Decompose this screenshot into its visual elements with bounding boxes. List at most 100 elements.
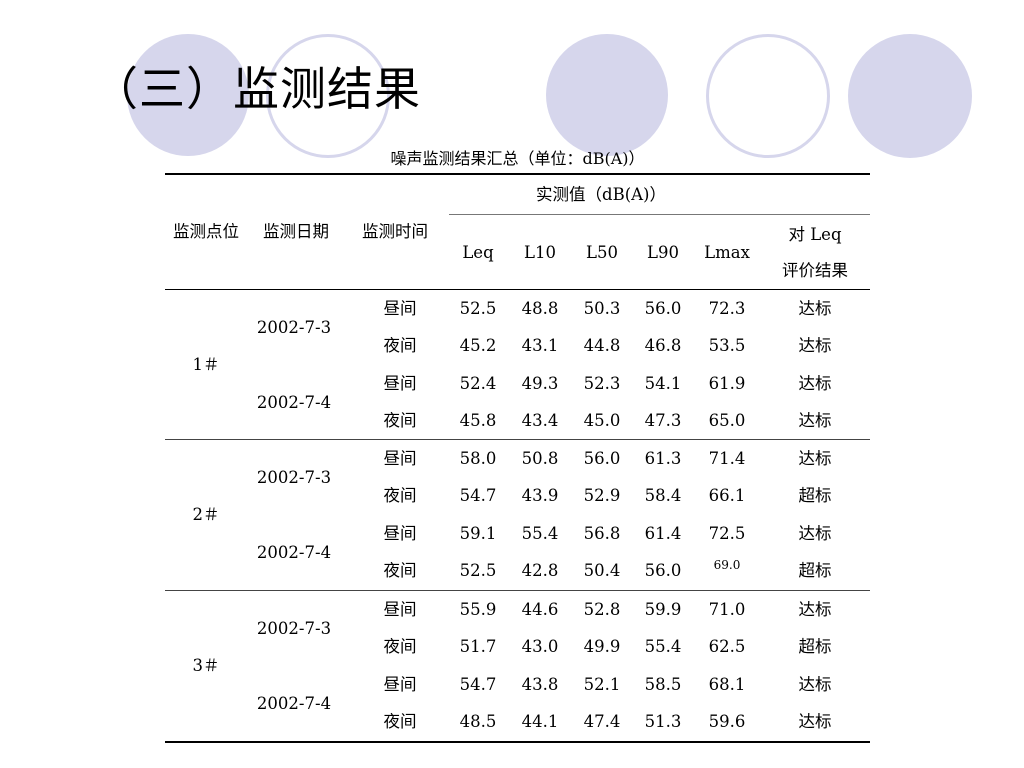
cell-time: 昼间 — [383, 599, 417, 619]
cell-l10: 43.4 — [521, 411, 559, 430]
cell-l10: 44.6 — [521, 599, 559, 619]
cell-time: 夜间 — [383, 637, 417, 656]
cell-lmax: 59.6 — [708, 712, 746, 731]
cell-result: 超标 — [798, 486, 832, 505]
cell-l90: 47.3 — [644, 411, 682, 430]
cell-l10: 50.8 — [521, 448, 559, 468]
cell-lmax: 72.3 — [708, 298, 746, 318]
header-measured-group: 实测值（dB(A)） — [536, 184, 666, 204]
cell-l50: 44.8 — [583, 336, 621, 355]
cell-time: 昼间 — [383, 674, 417, 694]
decorative-circle-filled — [127, 34, 249, 156]
date-label: 2002-7-4 — [256, 392, 332, 412]
cell-lmax: 71.4 — [708, 448, 746, 468]
cell-result: 达标 — [798, 523, 832, 543]
cell-l50: 56.8 — [583, 523, 621, 543]
cell-leq: 45.2 — [459, 336, 497, 355]
cell-leq: 55.9 — [459, 599, 497, 619]
header-leq: Leq — [462, 242, 494, 262]
cell-result: 达标 — [798, 448, 832, 468]
date-label: 2002-7-3 — [256, 618, 332, 638]
cell-time: 昼间 — [383, 523, 417, 543]
group-divider — [165, 590, 870, 591]
slide-title: （三）监测结果 — [92, 62, 421, 116]
cell-l10: 43.1 — [521, 336, 559, 355]
header-sub-rule — [449, 214, 870, 215]
cell-leq: 51.7 — [459, 637, 497, 656]
cell-l10: 55.4 — [521, 523, 559, 543]
cell-l10: 49.3 — [521, 373, 559, 393]
cell-leq: 45.8 — [459, 411, 497, 430]
cell-l50: 52.8 — [583, 599, 621, 619]
header-l90: L90 — [647, 242, 679, 262]
location-label: 2＃ — [192, 504, 220, 524]
cell-leq: 59.1 — [459, 523, 497, 543]
cell-l90: 56.0 — [644, 298, 682, 318]
cell-l90: 58.4 — [644, 486, 682, 505]
cell-lmax: 66.1 — [708, 486, 746, 505]
date-label: 2002-7-4 — [256, 542, 332, 562]
cell-result: 达标 — [798, 411, 832, 430]
cell-l10: 48.8 — [521, 298, 559, 318]
location-label: 1＃ — [192, 354, 220, 374]
cell-time: 夜间 — [383, 486, 417, 505]
cell-lmax: 53.5 — [708, 336, 746, 355]
decorative-circle-filled — [546, 34, 668, 156]
table-caption: 噪声监测结果汇总（单位：dB(A)） — [390, 149, 645, 168]
cell-l90: 55.4 — [644, 637, 682, 656]
cell-leq: 48.5 — [459, 712, 497, 731]
cell-time: 夜间 — [383, 561, 417, 580]
header-l10: L10 — [524, 242, 556, 262]
cell-l50: 49.9 — [583, 637, 621, 656]
table-bottom-rule — [165, 741, 870, 743]
table-top-rule — [165, 173, 870, 175]
cell-l10: 43.8 — [521, 674, 559, 694]
cell-l50: 52.1 — [583, 674, 621, 694]
cell-lmax: 61.9 — [708, 373, 746, 393]
decorative-circle-outline — [706, 34, 830, 158]
cell-l50: 52.3 — [583, 373, 621, 393]
header-eval-line2: 评价结果 — [782, 260, 848, 280]
cell-lmax: 71.0 — [708, 599, 746, 619]
cell-l50: 50.4 — [583, 561, 621, 580]
cell-result: 超标 — [798, 561, 832, 580]
cell-l90: 61.4 — [644, 523, 682, 543]
cell-l50: 47.4 — [583, 712, 621, 731]
cell-result: 达标 — [798, 298, 832, 318]
cell-l10: 43.0 — [521, 637, 559, 656]
cell-l10: 43.9 — [521, 486, 559, 505]
header-lmax: Lmax — [704, 242, 750, 262]
cell-l50: 45.0 — [583, 411, 621, 430]
cell-leq: 52.5 — [459, 298, 497, 318]
cell-l50: 52.9 — [583, 486, 621, 505]
cell-result: 达标 — [798, 674, 832, 694]
cell-result: 达标 — [798, 336, 832, 355]
decorative-circle-filled — [848, 34, 972, 158]
cell-time: 夜间 — [383, 712, 417, 731]
cell-l90: 46.8 — [644, 336, 682, 355]
cell-l50: 56.0 — [583, 448, 621, 468]
header-location: 监测点位 — [173, 221, 239, 241]
cell-l90: 51.3 — [644, 712, 682, 731]
date-label: 2002-7-3 — [256, 317, 332, 337]
cell-l90: 58.5 — [644, 674, 682, 694]
header-time: 监测时间 — [362, 221, 428, 241]
cell-lmax: 68.1 — [708, 674, 746, 694]
cell-lmax: 62.5 — [708, 637, 746, 656]
cell-lmax: 65.0 — [708, 411, 746, 430]
cell-l90: 54.1 — [644, 373, 682, 393]
cell-leq: 58.0 — [459, 448, 497, 468]
cell-time: 昼间 — [383, 448, 417, 468]
cell-result: 达标 — [798, 712, 832, 731]
cell-l10: 42.8 — [521, 561, 559, 580]
cell-result: 达标 — [798, 599, 832, 619]
cell-leq: 52.5 — [459, 561, 497, 580]
cell-time: 夜间 — [383, 336, 417, 355]
header-date: 监测日期 — [263, 221, 329, 241]
header-bottom-rule — [165, 289, 870, 290]
cell-time: 昼间 — [383, 373, 417, 393]
cell-l90: 59.9 — [644, 599, 682, 619]
cell-leq: 54.7 — [459, 486, 497, 505]
cell-leq: 52.4 — [459, 373, 497, 393]
date-label: 2002-7-4 — [256, 693, 332, 713]
